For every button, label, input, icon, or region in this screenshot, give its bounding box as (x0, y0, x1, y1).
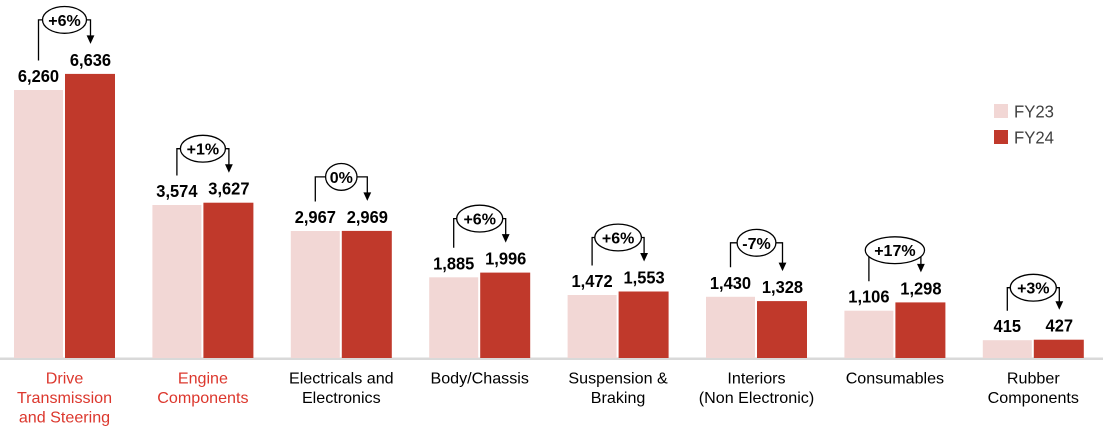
svg-text:Drive: Drive (46, 369, 84, 387)
svg-text:+3%: +3% (1017, 281, 1049, 298)
svg-text:Engine: Engine (178, 369, 228, 387)
svg-text:Interiors: Interiors (727, 369, 785, 387)
svg-text:3,574: 3,574 (156, 181, 197, 201)
svg-text:-7%: -7% (742, 236, 770, 253)
svg-text:1,996: 1,996 (485, 249, 526, 269)
svg-text:Suspension &: Suspension & (568, 369, 668, 387)
svg-text:FY23: FY23 (1014, 101, 1054, 121)
svg-text:1,553: 1,553 (624, 268, 665, 288)
svg-text:Transmission: Transmission (17, 389, 112, 407)
svg-text:Electricals and: Electricals and (289, 369, 394, 387)
svg-text:Electronics: Electronics (302, 389, 381, 407)
svg-text:+17%: +17% (874, 243, 915, 260)
svg-text:1,472: 1,472 (572, 271, 613, 291)
svg-text:427: 427 (1046, 316, 1074, 336)
svg-text:Components: Components (988, 389, 1079, 407)
svg-text:1,328: 1,328 (762, 277, 803, 297)
svg-text:Components: Components (157, 389, 248, 407)
svg-text:1,430: 1,430 (710, 273, 751, 293)
svg-text:FY24: FY24 (1014, 127, 1054, 147)
svg-text:1,885: 1,885 (433, 253, 474, 273)
svg-text:+6%: +6% (463, 212, 495, 229)
svg-text:+6%: +6% (602, 231, 634, 248)
svg-text:Braking: Braking (591, 389, 646, 407)
svg-text:415: 415 (994, 316, 1022, 336)
svg-text:+6%: +6% (48, 13, 80, 30)
svg-text:(Non Electronic): (Non Electronic) (699, 389, 814, 407)
svg-text:+1%: +1% (187, 142, 219, 159)
svg-text:1,106: 1,106 (848, 287, 889, 307)
svg-text:0%: 0% (330, 170, 353, 187)
svg-text:Body/Chassis: Body/Chassis (430, 369, 528, 387)
svg-text:6,636: 6,636 (70, 50, 111, 70)
svg-text:2,967: 2,967 (295, 207, 336, 227)
svg-text:3,627: 3,627 (208, 179, 249, 199)
svg-text:1,298: 1,298 (900, 278, 941, 298)
svg-text:Rubber: Rubber (1007, 369, 1060, 387)
svg-text:Consumables: Consumables (846, 369, 944, 387)
svg-text:6,260: 6,260 (18, 66, 59, 86)
svg-text:2,969: 2,969 (347, 207, 388, 227)
svg-text:and Steering: and Steering (19, 408, 110, 426)
